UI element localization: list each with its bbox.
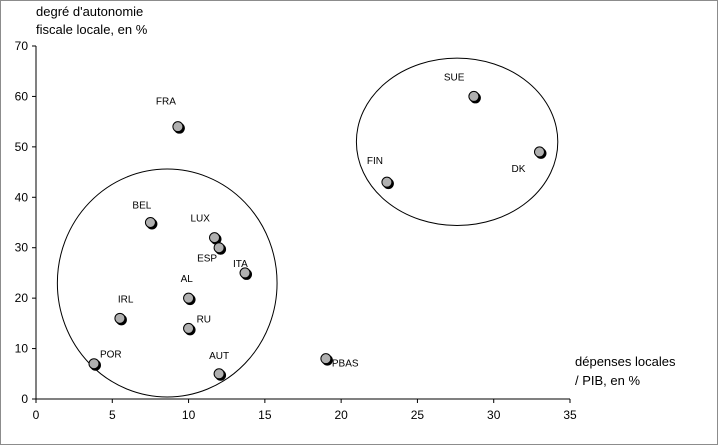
point-label-fra: FRA: [156, 97, 176, 108]
data-point-por: [88, 358, 100, 370]
point-label-pbas: PBAS: [332, 359, 359, 370]
data-point-sue: [468, 90, 480, 102]
data-points: SUE DK FIN FRA BEL LUX ESP ITA AL IRL RU AUT PBAS POR: [88, 72, 547, 381]
y-tick-label: 20: [15, 291, 29, 305]
point-label-sue: SUE: [444, 72, 465, 83]
y-tick-label: 30: [15, 241, 29, 255]
point-label-ita: ITA: [233, 259, 248, 270]
y-tick-label: 40: [15, 190, 29, 204]
data-point-dk: [533, 146, 545, 158]
point-label-al: AL: [181, 274, 194, 285]
y-tick-label: 10: [15, 342, 29, 356]
data-point-ita: [239, 267, 251, 279]
data-point-al: [183, 292, 195, 304]
data-point-lux: [209, 232, 221, 244]
point-label-por: POR: [100, 350, 122, 361]
y-tick-label: 70: [15, 39, 29, 53]
data-point-pbas: [320, 353, 332, 365]
y-tick-label: 60: [15, 89, 29, 103]
y-axis-title-line-2: fiscale locale, en %: [36, 22, 148, 37]
data-point-bel: [144, 217, 156, 228]
cluster-layer: [56, 57, 559, 398]
point-label-irl: IRL: [118, 294, 134, 305]
point-label-bel: BEL: [132, 201, 151, 212]
x-tick-label: 20: [334, 408, 348, 422]
x-tick-label: 15: [258, 408, 272, 422]
data-point-irl: [114, 312, 126, 324]
point-label-dk: DK: [511, 164, 525, 175]
point-label-ru: RU: [197, 314, 211, 325]
data-point-esp: [213, 242, 225, 254]
cluster-ellipse: [56, 168, 278, 398]
x-axis-title-line-1: dépenses locales: [575, 354, 676, 369]
y-tick-label: 0: [21, 392, 28, 406]
x-tick-label: 30: [487, 408, 501, 422]
x-tick-label: 35: [563, 408, 577, 422]
ticks: 0 5 10 15 20 25 30 35 0 10 20 30 40 50 60 70: [15, 39, 577, 422]
axes: [35, 46, 570, 400]
x-axis-title-line-2: / PIB, en %: [575, 373, 640, 388]
point-label-aut: AUT: [209, 351, 229, 362]
x-tick-label: 5: [109, 408, 116, 422]
cluster-ellipse: [355, 57, 559, 227]
y-axis-title-line-1: degré d'autonomie: [36, 4, 143, 19]
data-point-fra: [172, 121, 184, 133]
data-point-ru: [183, 322, 195, 334]
point-label-fin: FIN: [367, 156, 383, 167]
data-point-fin: [381, 176, 393, 188]
data-point-aut: [213, 368, 225, 380]
point-label-lux: LUX: [191, 214, 211, 225]
y-tick-label: 50: [15, 140, 29, 154]
x-tick-label: 0: [33, 408, 40, 422]
point-label-esp: ESP: [197, 254, 217, 265]
x-tick-label: 25: [411, 408, 425, 422]
x-tick-label: 10: [182, 408, 196, 422]
